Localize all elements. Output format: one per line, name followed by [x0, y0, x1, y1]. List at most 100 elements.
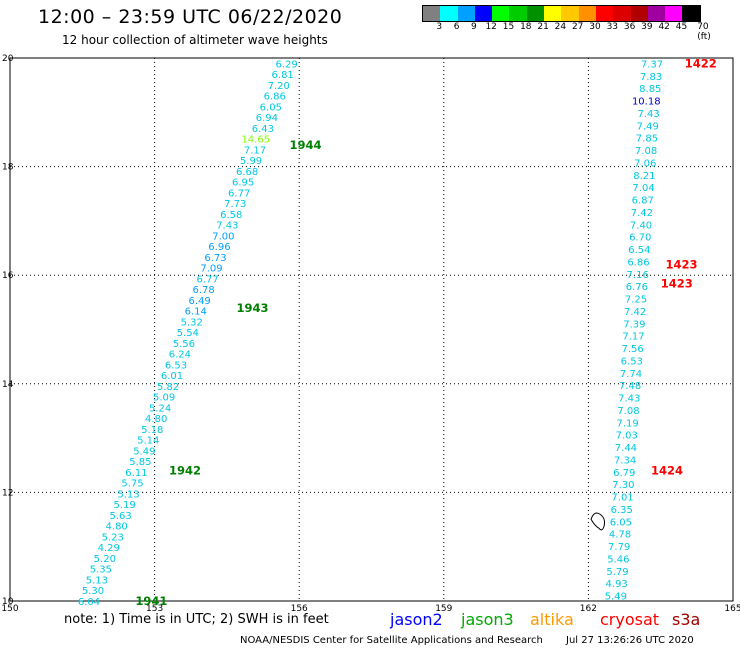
wave-height-value: 8.85: [639, 84, 661, 95]
legend-label: 24: [554, 22, 567, 32]
wave-height-value: 5.99: [240, 156, 262, 167]
wave-height-value: 6.54: [628, 245, 650, 256]
wave-height-value: 6.86: [627, 257, 649, 268]
wave-height-value: 7.44: [615, 443, 637, 454]
wave-height-value: 6.87: [632, 196, 654, 207]
wave-height-value: 14.65: [241, 135, 270, 146]
wave-height-value: 7.25: [625, 295, 647, 306]
wave-height-value: 5.82: [157, 382, 179, 393]
legend-label: 27: [571, 22, 584, 32]
track-time-label: 1942: [169, 464, 201, 478]
x-tick-label: 159: [435, 604, 452, 614]
legend-label: 33: [606, 22, 619, 32]
satellite-cryosat: cryosat: [600, 610, 660, 629]
wave-height-value: 6.14: [185, 307, 207, 318]
track-time-label: 1423: [666, 257, 698, 271]
map-frame: [9, 57, 734, 602]
legend-label: 6: [453, 22, 460, 32]
legend-swatch: [544, 6, 562, 21]
satellite-s3a: s3a: [672, 610, 701, 629]
wave-height-value: 5.85: [129, 457, 151, 468]
wave-height-value: 7.08: [617, 406, 639, 417]
wave-height-value: 7.08: [635, 146, 657, 157]
wave-height-value: 5.23: [102, 532, 124, 543]
wave-height-value: 6.24: [169, 350, 191, 361]
wave-height-value: 5.79: [606, 567, 628, 578]
legend-label: 9: [471, 22, 477, 32]
wave-height-value: 7.74: [620, 369, 642, 380]
wave-height-value: 6.76: [626, 282, 648, 293]
wave-height-value: 5.49: [133, 446, 155, 457]
wave-height-value: 5.49: [605, 592, 627, 603]
wave-height-value: 4.80: [106, 522, 128, 533]
track-time-label: 1423: [661, 276, 693, 290]
wave-height-value: 6.78: [192, 285, 214, 296]
wave-height-value: 7.17: [244, 145, 266, 156]
wave-height-value: 7.48: [619, 381, 641, 392]
wave-height-value: 5.63: [109, 511, 131, 522]
wave-height-value: 4.80: [145, 414, 167, 425]
wave-height-value: 6.49: [189, 296, 211, 307]
wave-height-value: 6.79: [613, 468, 635, 479]
wave-height-value: 7.19: [616, 418, 638, 429]
legend-swatch: [682, 6, 700, 21]
island-outline: [590, 512, 606, 531]
legend-label: 30: [589, 22, 601, 32]
wave-height-value: 7.73: [224, 199, 246, 210]
x-tick-label: 153: [146, 604, 163, 614]
wave-height-value: 6.43: [252, 124, 274, 135]
wave-height-value: 10.18: [632, 97, 661, 108]
y-tick-label: 14: [2, 380, 14, 390]
legend-swatch: [526, 6, 545, 21]
wave-height-value: 7.79: [608, 542, 630, 553]
wave-height-value: 7.42: [631, 208, 653, 219]
legend-label: 45: [675, 22, 688, 32]
wave-height-value: 5.35: [90, 565, 112, 576]
wave-height-value: 7.34: [614, 455, 636, 466]
legend-swatch: [492, 6, 510, 21]
wave-height-value: 6.96: [208, 242, 230, 253]
legend-swatch: [509, 6, 527, 21]
legend-label: 70 (ft): [697, 22, 711, 42]
wave-height-value: 7.43: [618, 394, 640, 405]
page-subtitle: 12 hour collection of altimeter wave hei…: [62, 33, 328, 47]
wave-height-value: 6.29: [275, 59, 297, 70]
wave-height-value: 6.05: [260, 102, 282, 113]
wave-height-value: 5.24: [149, 403, 171, 414]
track-time-label: 1424: [651, 464, 683, 478]
legend-swatch: [595, 6, 614, 21]
wave-height-value: 6.70: [629, 233, 651, 244]
y-tick-label: 18: [2, 163, 14, 173]
wave-height-value: 7.16: [627, 270, 649, 281]
y-tick-label: 12: [2, 488, 13, 498]
wave-height-value: 7.49: [637, 121, 659, 132]
x-tick-label: 165: [724, 604, 740, 614]
legend-label: 15: [502, 22, 515, 32]
wave-height-value: 5.54: [177, 328, 199, 339]
wave-height-value: 5.18: [141, 425, 163, 436]
wave-height-value: 7.83: [640, 72, 662, 83]
wave-height-value: 5.56: [173, 339, 195, 350]
legend-swatch: [561, 6, 579, 21]
wave-height-value: 7.01: [611, 493, 633, 504]
legend-swatch: [665, 6, 683, 21]
wave-height-value: 6.53: [621, 356, 643, 367]
wave-height-value: 7.39: [623, 319, 645, 330]
wave-height-value: 7.85: [636, 134, 658, 145]
wave-height-value: 6.05: [610, 517, 632, 528]
wave-height-value: 8.21: [633, 171, 655, 182]
legend-label: 39: [641, 22, 653, 32]
satellite-altika: altika: [530, 610, 574, 629]
legend-label: 21: [537, 22, 549, 32]
wave-height-value: 5.14: [137, 436, 159, 447]
legend-swatch: [647, 6, 666, 21]
track-time-label: 1422: [685, 56, 717, 70]
wave-height-value: 6.77: [196, 274, 218, 285]
legend-swatch: [457, 6, 475, 21]
legend-label: 12: [485, 22, 497, 32]
wave-height-value: 7.43: [216, 221, 238, 232]
wave-height-value: 7.06: [634, 158, 656, 169]
wave-height-value: 5.09: [153, 393, 175, 404]
x-tick-label: 162: [580, 604, 597, 614]
